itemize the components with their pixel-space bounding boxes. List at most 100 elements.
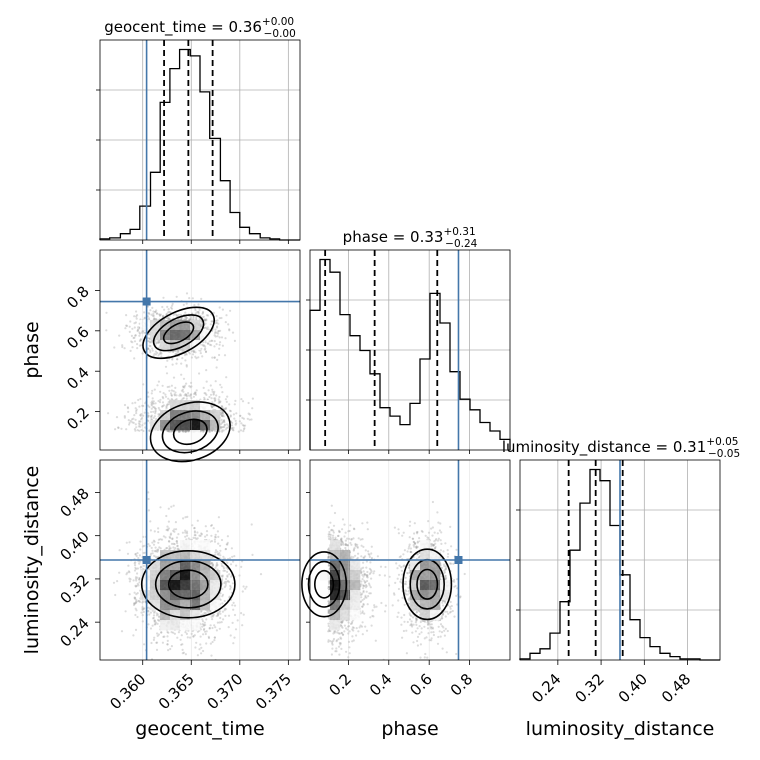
sample-point xyxy=(153,550,156,553)
sample-point xyxy=(208,395,211,399)
sample-point xyxy=(213,636,216,639)
sample-point xyxy=(216,563,219,567)
sample-point xyxy=(215,394,218,397)
sample-point xyxy=(134,552,137,556)
sample-point xyxy=(166,385,169,389)
sample-point xyxy=(213,639,216,642)
sample-point xyxy=(203,398,206,401)
sample-point xyxy=(205,630,208,633)
sample-point xyxy=(151,314,154,317)
sample-point xyxy=(166,546,169,550)
sample-point xyxy=(183,318,186,321)
sample-point xyxy=(223,609,226,612)
density-cell xyxy=(160,340,171,351)
sample-point xyxy=(146,347,150,350)
sample-point xyxy=(213,636,216,639)
sample-point xyxy=(134,418,137,421)
sample-point xyxy=(139,338,142,341)
sample-point xyxy=(167,397,170,400)
sample-point xyxy=(172,350,175,353)
sample-point xyxy=(205,530,209,533)
sample-point xyxy=(155,612,158,615)
sample-point xyxy=(235,422,238,425)
sample-point xyxy=(208,430,211,433)
density-cell xyxy=(180,320,191,331)
sample-point xyxy=(151,549,154,552)
sample-point xyxy=(221,411,224,414)
sample-point xyxy=(194,312,197,315)
sample-point xyxy=(136,552,139,555)
sample-point xyxy=(229,414,232,417)
sample-point xyxy=(185,317,188,320)
sample-point xyxy=(216,319,219,322)
sample-point xyxy=(147,662,149,664)
sample-point xyxy=(150,404,153,407)
sample-point xyxy=(179,394,183,397)
sample-point xyxy=(154,317,157,321)
sample-point xyxy=(211,401,214,404)
sample-point xyxy=(129,578,132,581)
sample-point xyxy=(230,427,233,430)
sample-point xyxy=(214,551,217,554)
sample-point xyxy=(171,537,174,540)
sample-point xyxy=(180,389,183,392)
sample-point xyxy=(153,620,156,623)
sample-point xyxy=(214,319,217,322)
sample-point xyxy=(125,573,128,576)
sample-point xyxy=(229,584,232,588)
sample-point xyxy=(133,428,136,431)
sample-point xyxy=(131,341,134,344)
sample-point xyxy=(188,385,191,388)
sample-point xyxy=(166,359,169,362)
sample-point xyxy=(177,533,180,536)
sample-point xyxy=(181,531,184,534)
sample-point xyxy=(165,313,168,316)
sample-point xyxy=(192,635,195,638)
sample-point xyxy=(185,632,188,636)
sample-point xyxy=(227,426,230,429)
sample-point xyxy=(216,614,219,617)
sample-point xyxy=(229,634,232,637)
sample-point xyxy=(220,426,223,429)
sample-point xyxy=(194,351,197,354)
sample-point xyxy=(187,430,190,433)
sample-point xyxy=(185,365,188,368)
sample-point xyxy=(175,394,178,397)
sample-point xyxy=(205,318,208,321)
sample-point xyxy=(136,314,139,317)
sample-point xyxy=(159,390,162,393)
sample-point xyxy=(220,574,223,578)
sample-point xyxy=(224,614,227,618)
sample-point xyxy=(181,388,184,391)
sample-point xyxy=(134,407,137,410)
sample-point xyxy=(165,514,168,518)
sample-point xyxy=(221,429,224,432)
sample-point xyxy=(197,303,200,306)
sample-point xyxy=(155,312,158,315)
sample-point xyxy=(193,534,196,537)
sample-point xyxy=(219,383,222,386)
sample-point xyxy=(212,393,215,396)
sample-point xyxy=(156,550,159,553)
sample-point xyxy=(153,407,157,410)
sample-point xyxy=(160,355,163,358)
sample-point xyxy=(154,621,158,624)
sample-point xyxy=(127,570,130,573)
sample-point xyxy=(173,528,176,531)
sample-point xyxy=(184,653,187,656)
density-cell xyxy=(170,420,181,431)
sample-point xyxy=(169,647,172,651)
sample-point xyxy=(152,314,155,317)
density-cell xyxy=(190,330,201,341)
sample-point xyxy=(210,406,214,409)
sample-point xyxy=(214,380,217,383)
sample-point xyxy=(224,398,227,401)
sample-point xyxy=(148,544,151,548)
density-cell xyxy=(170,330,181,341)
sample-point xyxy=(218,306,221,309)
sample-point xyxy=(152,616,155,620)
sample-point xyxy=(174,313,177,316)
sample-point xyxy=(131,402,134,405)
sample-point xyxy=(138,429,141,432)
sample-point xyxy=(194,355,197,358)
